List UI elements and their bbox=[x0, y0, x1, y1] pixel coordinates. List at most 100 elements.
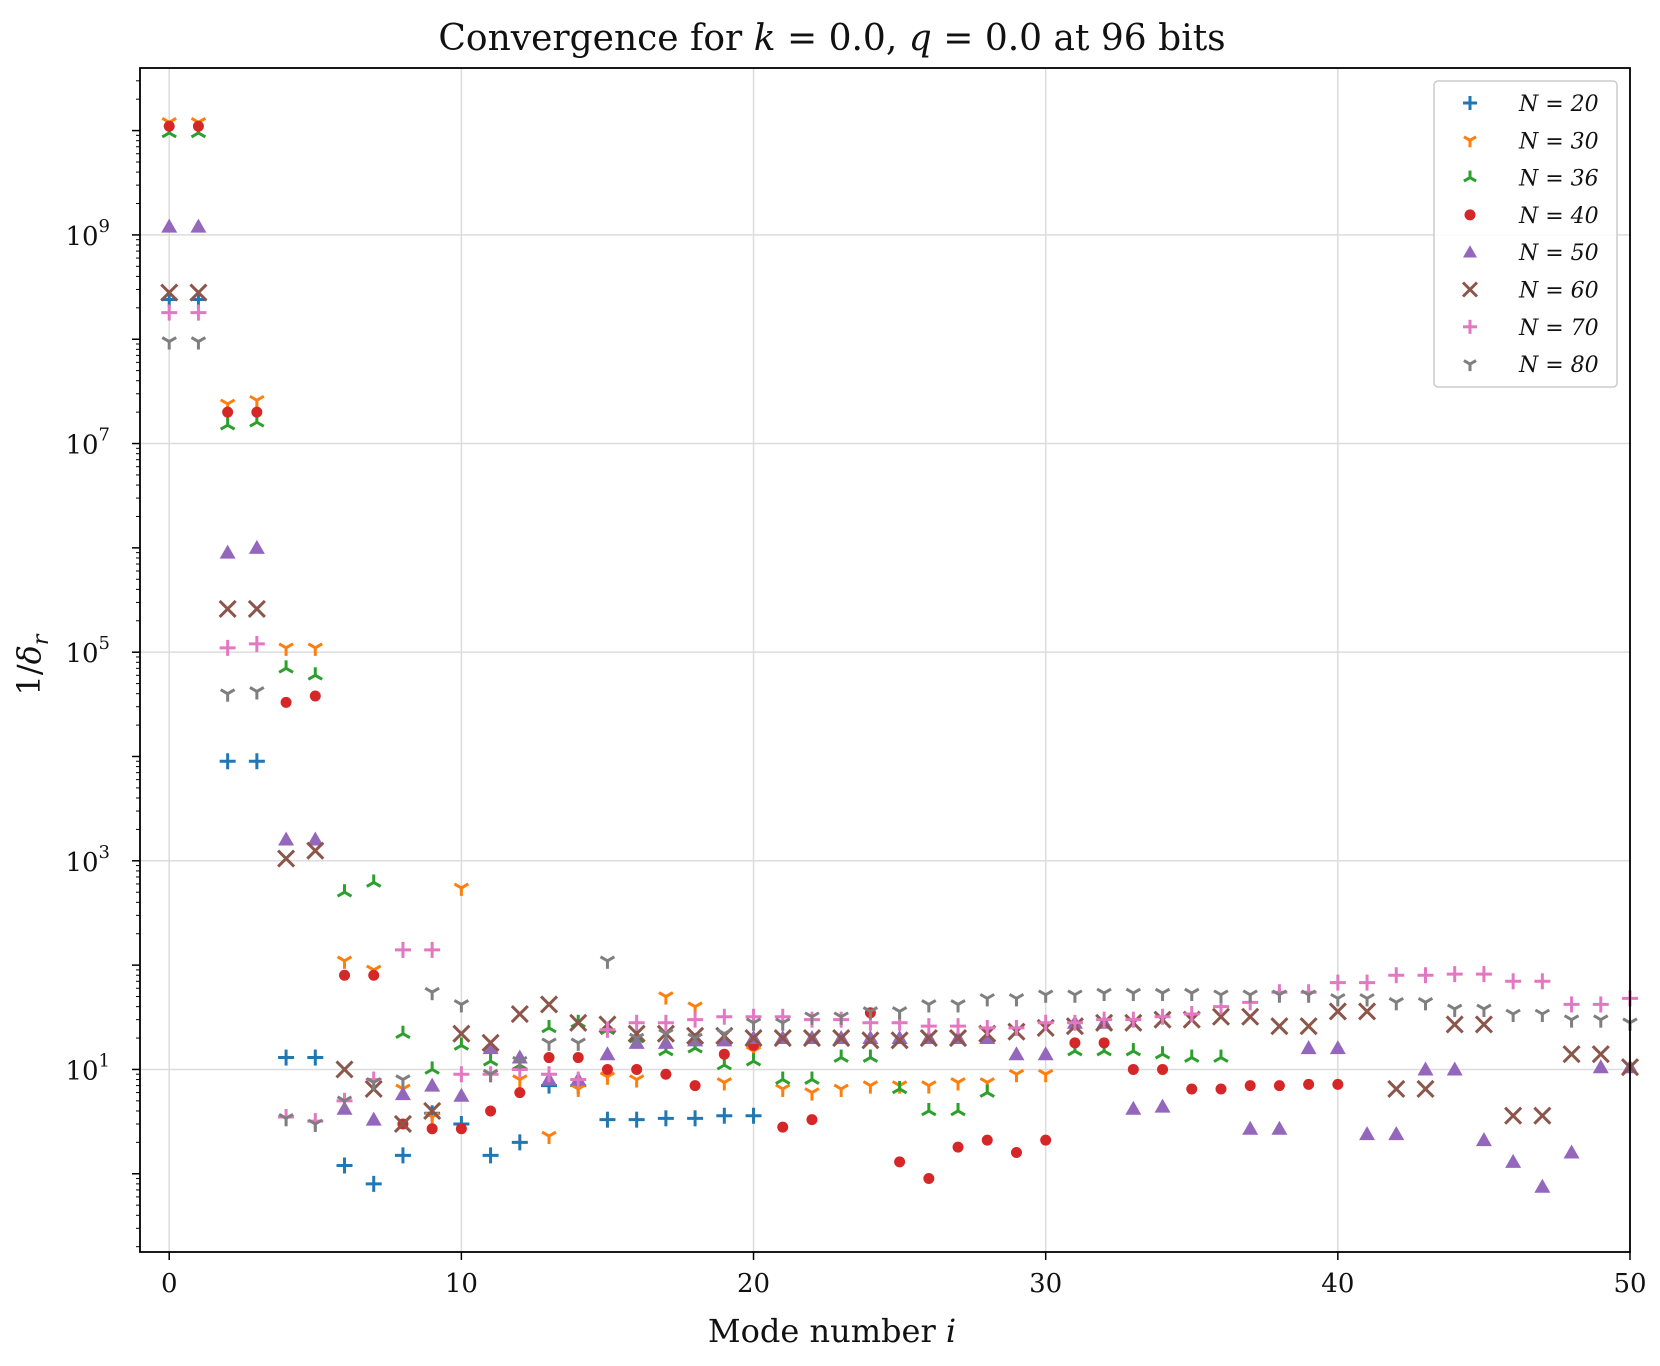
data-point bbox=[1066, 1014, 1083, 1031]
data-point bbox=[1096, 1011, 1113, 1028]
data-point bbox=[601, 1063, 613, 1075]
data-point bbox=[336, 955, 353, 969]
legend-entry: N = 30 bbox=[1463, 129, 1599, 154]
data-point bbox=[1241, 1007, 1260, 1026]
data-point bbox=[541, 1066, 558, 1083]
data-point bbox=[482, 1068, 499, 1083]
data-point bbox=[979, 993, 995, 1007]
data-point bbox=[658, 991, 674, 1005]
data-point bbox=[1125, 1011, 1142, 1028]
data-point bbox=[163, 120, 175, 132]
data-point bbox=[222, 406, 234, 418]
data-point bbox=[307, 1049, 324, 1066]
data-point bbox=[891, 1030, 908, 1045]
data-point bbox=[219, 639, 236, 656]
data-point bbox=[862, 1049, 879, 1063]
data-point bbox=[891, 1006, 908, 1020]
data-point bbox=[744, 1028, 763, 1048]
data-point bbox=[716, 1008, 733, 1025]
data-point bbox=[686, 1026, 705, 1045]
data-point bbox=[514, 1087, 526, 1099]
data-point bbox=[1474, 1015, 1493, 1034]
data-point bbox=[979, 1084, 995, 1098]
data-point bbox=[804, 1087, 820, 1101]
data-point bbox=[335, 1060, 354, 1079]
data-point bbox=[1211, 1007, 1231, 1026]
data-point bbox=[1563, 996, 1580, 1013]
legend-label: N = 40 bbox=[1518, 204, 1599, 229]
data-point bbox=[248, 753, 265, 770]
data-point bbox=[716, 1077, 733, 1091]
data-point bbox=[1008, 1019, 1025, 1036]
data-point bbox=[689, 1080, 701, 1092]
data-point bbox=[453, 882, 470, 896]
data-point bbox=[1357, 1002, 1377, 1021]
data-point bbox=[277, 849, 296, 868]
data-point bbox=[160, 283, 179, 302]
data-point bbox=[1417, 967, 1434, 984]
legend-entry: N = 80 bbox=[1463, 353, 1599, 378]
data-point bbox=[1154, 987, 1171, 1002]
data-point bbox=[1359, 974, 1376, 991]
data-point bbox=[631, 1063, 643, 1075]
data-point bbox=[1388, 997, 1404, 1011]
data-point bbox=[1534, 973, 1551, 990]
data-point bbox=[189, 283, 208, 302]
data-point bbox=[1445, 1015, 1464, 1034]
data-point bbox=[599, 955, 616, 969]
data-point bbox=[339, 969, 351, 981]
data-point bbox=[775, 1071, 791, 1085]
data-point bbox=[804, 1011, 820, 1025]
y-tick-label: 103 bbox=[65, 842, 110, 878]
legend-entry: N = 36 bbox=[1463, 167, 1599, 192]
data-point bbox=[1329, 974, 1346, 991]
data-point bbox=[1592, 1059, 1609, 1074]
data-point bbox=[1184, 987, 1200, 1002]
data-point bbox=[948, 1028, 968, 1048]
data-point bbox=[1446, 1061, 1463, 1076]
data-point bbox=[1446, 966, 1463, 983]
data-point bbox=[512, 1055, 528, 1070]
data-point bbox=[455, 1123, 467, 1135]
data-point bbox=[950, 999, 966, 1013]
data-point bbox=[1299, 1017, 1318, 1036]
data-point bbox=[219, 417, 236, 431]
data-point bbox=[1242, 1120, 1259, 1135]
data-point bbox=[1037, 1068, 1054, 1083]
legend-entry: N = 20 bbox=[1463, 92, 1599, 117]
data-point bbox=[628, 1074, 645, 1088]
data-point bbox=[365, 1111, 382, 1126]
data-point bbox=[482, 1053, 499, 1067]
data-point bbox=[716, 1107, 733, 1124]
data-point bbox=[394, 1147, 411, 1164]
legend-marker bbox=[1461, 281, 1479, 298]
data-point bbox=[1329, 1040, 1346, 1055]
data-point bbox=[219, 753, 236, 770]
data-point bbox=[981, 1134, 993, 1146]
data-point bbox=[1125, 1100, 1142, 1115]
data-point bbox=[539, 995, 559, 1014]
data-point bbox=[190, 218, 207, 233]
data-point bbox=[1271, 1120, 1288, 1135]
y-tick-label: 109 bbox=[65, 216, 110, 252]
data-point bbox=[1157, 1063, 1169, 1075]
x-tick-label: 10 bbox=[445, 1269, 478, 1299]
legend-marker bbox=[1463, 170, 1477, 183]
data-point bbox=[1008, 1046, 1025, 1061]
data-point bbox=[1270, 1017, 1289, 1036]
data-point bbox=[482, 1040, 499, 1055]
data-point bbox=[394, 941, 411, 958]
data-point bbox=[833, 1049, 849, 1063]
data-point bbox=[510, 1004, 529, 1024]
data-point bbox=[775, 1083, 791, 1097]
data-point bbox=[393, 1114, 413, 1134]
y-tick-label: 101 bbox=[65, 1050, 110, 1086]
data-point bbox=[453, 999, 470, 1013]
data-point bbox=[1242, 989, 1258, 1003]
data-point bbox=[919, 1028, 938, 1048]
data-point bbox=[745, 1053, 762, 1067]
legend-marker bbox=[1464, 209, 1476, 221]
data-point bbox=[1069, 1037, 1081, 1049]
data-point bbox=[570, 1083, 586, 1097]
legend-entry: N = 40 bbox=[1464, 204, 1599, 229]
